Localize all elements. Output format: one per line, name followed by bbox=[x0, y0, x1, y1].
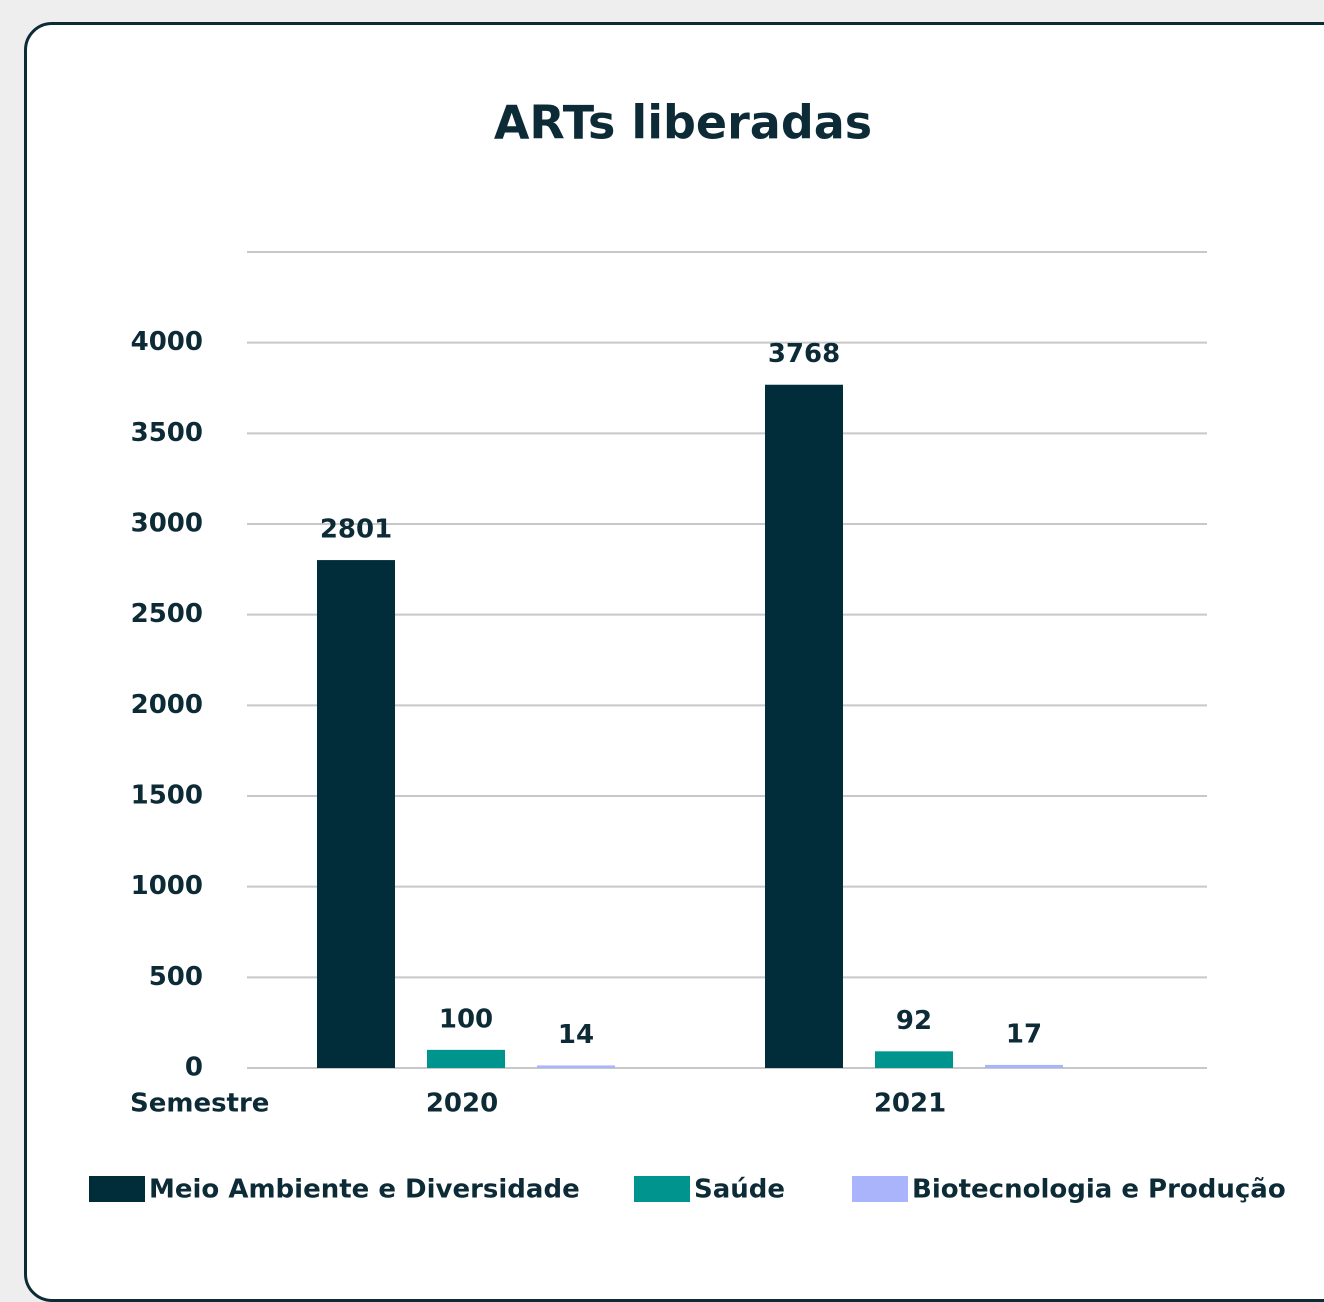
legend-swatch bbox=[852, 1176, 908, 1202]
y-tick-label: 1500 bbox=[131, 781, 203, 811]
bar bbox=[537, 1065, 615, 1068]
value-label: 14 bbox=[558, 1020, 594, 1050]
card bbox=[24, 22, 1324, 1302]
bar bbox=[765, 384, 843, 1069]
y-tick-label: 4000 bbox=[131, 327, 203, 357]
x-tick-label: 2021 bbox=[874, 1089, 946, 1119]
x-tick-label: 2020 bbox=[426, 1089, 498, 1119]
value-label: 17 bbox=[1006, 1019, 1042, 1049]
value-label: 2801 bbox=[320, 515, 392, 545]
bar bbox=[317, 560, 395, 1068]
bar bbox=[875, 1051, 953, 1068]
y-tick-label: 2500 bbox=[131, 599, 203, 629]
y-tick-label: 1000 bbox=[131, 871, 203, 901]
y-tick-label: 2000 bbox=[131, 690, 203, 720]
y-tick-label: 500 bbox=[149, 962, 203, 992]
x-axis-label: Semestre bbox=[130, 1089, 269, 1119]
y-tick-label: 3000 bbox=[131, 509, 203, 539]
bar bbox=[985, 1064, 1063, 1068]
chart: ARTs liberadas Semestre 0 500 1000 1500 2000… bbox=[89, 96, 1286, 1205]
chart-title: ARTs liberadas bbox=[494, 96, 872, 150]
legend-label: Saúde bbox=[694, 1175, 785, 1205]
legend-label: Meio Ambiente e Diversidade bbox=[149, 1175, 580, 1205]
value-label: 92 bbox=[896, 1006, 932, 1036]
legend-swatch bbox=[634, 1176, 690, 1202]
page: ARTs liberadas Semestre 0 500 1000 1500 2000… bbox=[24, 22, 1324, 1302]
y-tick-label: 3500 bbox=[131, 418, 203, 448]
legend-label: Biotecnologia e Produção bbox=[912, 1175, 1286, 1205]
legend-swatch bbox=[89, 1176, 145, 1202]
value-label: 3768 bbox=[768, 339, 840, 369]
y-tick-label: 0 bbox=[185, 1053, 203, 1083]
value-label: 100 bbox=[439, 1004, 493, 1034]
bar bbox=[427, 1049, 505, 1068]
